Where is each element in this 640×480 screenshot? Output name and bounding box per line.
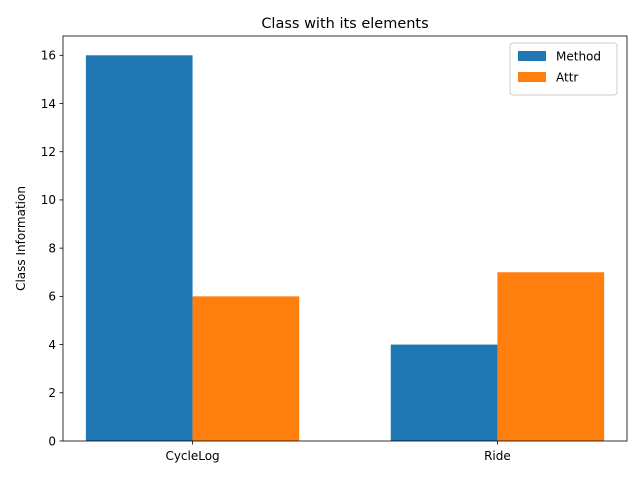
legend-label-attr: Attr bbox=[556, 71, 578, 85]
y-tick-label: 8 bbox=[48, 241, 56, 255]
plot-area bbox=[85, 55, 605, 442]
y-axis-label: Class Information bbox=[14, 186, 28, 291]
bar-method-cyclelog bbox=[85, 55, 193, 442]
legend: Method Attr bbox=[509, 42, 618, 96]
y-tick-label: 0 bbox=[48, 434, 56, 448]
y-tick-label: 12 bbox=[41, 145, 56, 159]
y-tick-label: 14 bbox=[41, 97, 56, 111]
y-tick-label: 16 bbox=[41, 49, 56, 63]
y-tick-label: 10 bbox=[41, 193, 56, 207]
y-tick-label: 2 bbox=[48, 386, 56, 400]
legend-label-method: Method bbox=[556, 50, 601, 64]
plot-frame bbox=[62, 35, 628, 442]
bar-method-ride bbox=[390, 344, 498, 441]
x-tick-label: Ride bbox=[484, 449, 511, 463]
legend-swatch-method bbox=[518, 51, 546, 61]
bar-attr-cyclelog bbox=[192, 296, 300, 441]
chart-title: Class with its elements bbox=[261, 16, 428, 32]
y-tick-label: 4 bbox=[48, 338, 56, 352]
bar-attr-ride bbox=[497, 272, 605, 441]
legend-swatch-attr bbox=[518, 72, 546, 82]
y-tick-label: 6 bbox=[48, 290, 56, 304]
x-tick-label: CycleLog bbox=[165, 449, 219, 463]
